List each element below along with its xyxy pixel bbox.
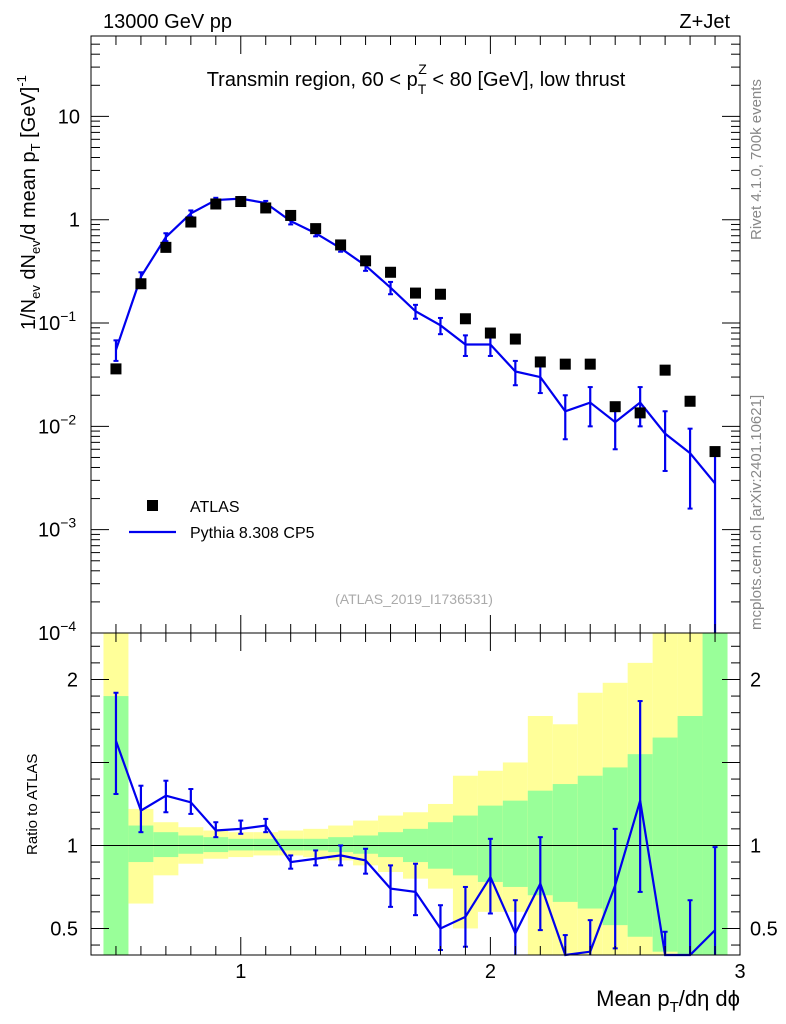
analysis-watermark: (ATLAS_2019_I1736531) [335, 591, 493, 607]
ratio-band-inner [502, 800, 528, 887]
ratio-y-axis-label: Ratio to ATLAS [24, 754, 41, 855]
data-point [110, 363, 122, 375]
data-point [185, 216, 197, 228]
header-right: Z+Jet [679, 11, 730, 33]
main-y-axis-label: 1/Nev dNev/d mean pT [GeV]-1 [14, 75, 43, 330]
data-point [559, 358, 571, 370]
data-point [709, 446, 721, 458]
side-label-rivet: Rivet 4.1.0, 700k events [748, 79, 765, 240]
ratio-band-inner [353, 835, 379, 854]
legend-label-atlas: ATLAS [190, 499, 240, 516]
data-point [484, 327, 496, 339]
title-sup: Z [418, 61, 427, 77]
data-point [335, 239, 347, 251]
ratio-y-ticks: 2 2 1 1 0.5 0.5 [50, 645, 778, 946]
data-point [459, 313, 471, 325]
title-part-1: Transmin region, 60 < p [207, 69, 418, 91]
data-point [260, 202, 272, 214]
x-tick-label: 3 [734, 961, 745, 983]
main-y-tick-label: 10−1 [38, 308, 76, 335]
data-point [160, 241, 172, 253]
data-point [235, 196, 247, 208]
data-point [634, 407, 646, 419]
data-point [135, 278, 147, 290]
data-series [110, 196, 721, 458]
data-point [410, 287, 421, 299]
data-point [509, 333, 521, 345]
ratio-band-inner [278, 838, 304, 851]
ratio-band-inner [253, 838, 279, 851]
plot-title: Transmin region, 60 < pTZ < 80 [GeV], lo… [207, 61, 626, 97]
ratio-y-tick-label-right: 2 [750, 669, 761, 691]
ratio-y-tick-label-right: 1 [750, 835, 761, 857]
ratio-band-inner [153, 832, 179, 858]
ratio-band-inner [228, 838, 254, 851]
ratio-y-tick-label-left: 2 [67, 669, 78, 691]
ratio-y-tick-label-left: 1 [67, 835, 78, 857]
main-y-tick-label: 10−3 [38, 515, 76, 542]
main-y-ticks: 10 1 10−1 10−2 10−3 10−4 [38, 35, 740, 645]
legend-label-pythia: Pythia 8.308 CP5 [190, 525, 315, 542]
ratio-y-tick-label-left: 0.5 [50, 918, 78, 940]
main-y-tick-label: 1 [69, 210, 80, 232]
ratio-band-inner [178, 835, 204, 854]
ratio-series [113, 691, 718, 957]
data-point [659, 364, 671, 376]
ratio-band-inner [577, 775, 603, 909]
data-point [584, 358, 596, 370]
data-point [609, 401, 621, 413]
title-sub: T [418, 81, 427, 97]
x-ticks: 1 2 3 [90, 36, 746, 983]
ratio-band-inner [203, 837, 229, 853]
data-point [385, 266, 397, 278]
x-tick-label: 1 [235, 961, 246, 983]
main-y-tick-label: 10 [58, 106, 80, 128]
x-axis-label: Mean pT/dη dϕ [596, 986, 740, 1016]
ratio-band-inner [378, 832, 404, 858]
ratio-y-tick-label-right: 0.5 [750, 918, 778, 940]
header-left: 13000 GeV pp [103, 11, 232, 33]
data-point [360, 255, 372, 267]
side-label-mcplots: mcplots.cern.ch [arXiv:2401.10621] [748, 395, 765, 630]
data-point [210, 198, 222, 210]
data-point [534, 356, 546, 368]
data-point [434, 288, 446, 300]
data-point [310, 223, 322, 235]
title-part-2: < 80 [GeV], low thrust [427, 69, 626, 91]
data-point [285, 209, 297, 221]
legend: ATLAS Pythia 8.308 CP5 [129, 499, 315, 542]
main-panel-background [91, 36, 740, 633]
ratio-band-inner [303, 838, 329, 851]
ratio-uncertainty-bands [103, 633, 728, 955]
data-point [684, 395, 696, 407]
ratio-band-inner [652, 737, 678, 952]
main-y-tick-label: 10−4 [38, 618, 76, 645]
x-tick-label: 2 [485, 961, 496, 983]
legend-marker-atlas [147, 500, 158, 511]
ratio-band-inner [552, 784, 578, 902]
main-y-tick-label: 10−2 [38, 411, 76, 438]
